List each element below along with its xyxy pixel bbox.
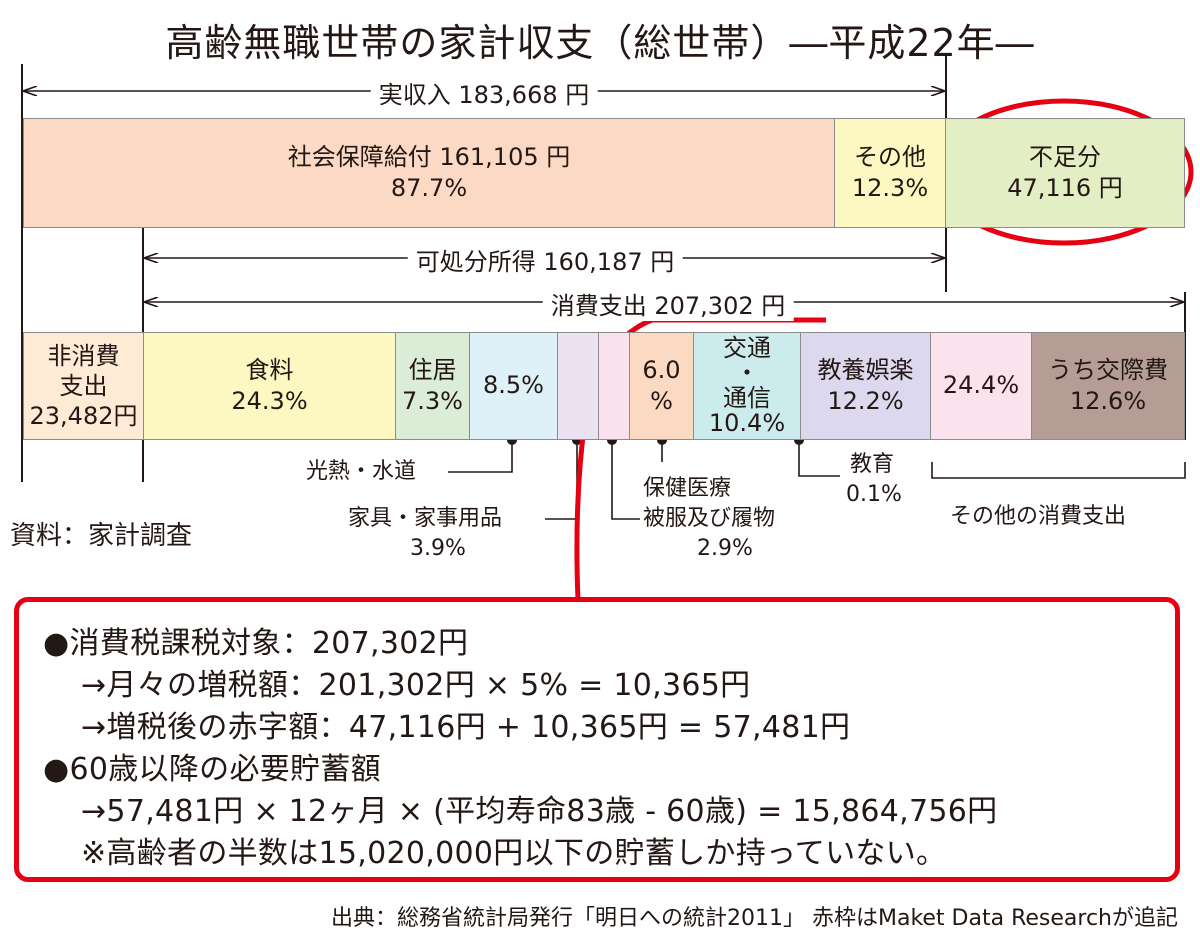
bracket-other — [931, 462, 1186, 479]
callout-box: ●消費税課税対象：207,302円 →月々の増税額：201,302円 × 5% … — [14, 597, 1180, 882]
bar-utilities-pct: 8.5% — [483, 371, 544, 400]
bar-other-consumption-pct: 24.4% — [942, 371, 1020, 400]
leader-kagu — [545, 440, 578, 520]
bar-transport-l2: ・ — [735, 358, 759, 387]
chart-title: 高齢無職世帯の家計収支（総世帯）―平成22年― — [165, 21, 1035, 65]
bar-recreation: 教養娯楽 12.2% — [800, 332, 931, 440]
bar-food-pct: 24.3% — [231, 387, 308, 415]
bar-non-consumption-l1: 非消費 — [47, 342, 120, 370]
annot-medical: 保健医療 — [643, 476, 732, 501]
leader-kounetsu — [448, 440, 513, 473]
bar-clothing — [598, 332, 630, 440]
data-source: 資料：家計調査 — [10, 521, 193, 551]
bar-social-security-pct: 87.7% — [390, 174, 468, 202]
annot-furniture-pct: 3.9% — [410, 536, 466, 561]
bar-recreation-label: 教養娯楽 — [817, 355, 914, 384]
bar-shortfall-value: 47,116 円 — [1007, 174, 1123, 202]
callout-line-3: →増税後の赤字額：47,116円 + 10,365円 = 57,481円 — [81, 710, 851, 745]
bar-housing: 住居 7.3% — [395, 332, 470, 440]
bar-income-other-pct: 12.3% — [851, 174, 929, 202]
bar-housing-pct: 7.3% — [402, 387, 463, 415]
bar-medical-pct: 6.0 — [642, 355, 681, 384]
bar-other-consumption: 24.4% — [930, 332, 1032, 440]
bar-social-expenses-pct: 12.6% — [1069, 387, 1147, 415]
leader-kyoiku — [798, 440, 840, 477]
bar-furniture — [557, 332, 599, 440]
annot-furniture: 家具・家事用品 — [348, 506, 503, 531]
annot-utilities: 光熱・水道 — [306, 459, 417, 484]
bar-social-expenses-label: うち交際費 — [1048, 355, 1168, 384]
callout-line-2: →月々の増税額：201,302円 × 5% = 10,365円 — [81, 668, 751, 703]
bar-transport: 交通 ・ 通信 10.4% — [693, 332, 801, 440]
bar-income-other-label: その他 — [854, 142, 926, 171]
bar-housing-label: 住居 — [408, 355, 457, 384]
income-total-label: 実収入 183,668 円 — [370, 75, 598, 110]
bar-medical: 6.0 % — [629, 332, 694, 440]
annot-clothing: 被服及び履物 — [643, 506, 776, 531]
bar-income-other: その他 12.3% — [834, 118, 946, 228]
bar-social-security-label: 社会保障給付 161,105 円 — [287, 142, 571, 171]
callout-line-1: ●消費税課税対象：207,302円 — [43, 626, 469, 661]
callout-line-6: ※高齢者の半数は15,020,000円以下の貯蓄しか持っていない。 — [81, 836, 947, 871]
bar-shortfall-label: 不足分 — [1029, 142, 1101, 171]
annot-clothing-pct: 2.9% — [697, 536, 753, 561]
bar-non-consumption-l2: 支出 — [59, 372, 108, 400]
bar-recreation-pct: 12.2% — [827, 387, 904, 415]
bar-utilities: 8.5% — [469, 332, 558, 440]
bar-transport-l3: 通信 — [723, 384, 771, 412]
callout-line-4: ●60歳以降の必要貯蓄額 — [43, 752, 381, 787]
bar-shortfall: 不足分 47,116 円 — [945, 118, 1185, 228]
leader-hifuku — [611, 440, 640, 520]
disposable-income-label: 可処分所得 160,187 円 — [407, 242, 683, 277]
bar-food-label: 食料 — [245, 355, 294, 384]
credit-note: 出典：総務省統計局発行「明日への統計2011」 赤枠はMaket Data Re… — [331, 906, 1178, 931]
bar-food: 食料 24.3% — [143, 332, 396, 440]
annot-other-consumption: その他の消費支出 — [950, 504, 1127, 529]
annot-education: 教育 — [850, 452, 895, 477]
bar-non-consumption-value: 23,482円 — [29, 402, 138, 430]
bar-medical-pct-sign: % — [650, 387, 673, 415]
bar-non-consumption: 非消費 支出 23,482円 — [23, 332, 144, 440]
consumption-total-label: 消費支出 207,302 円 — [542, 286, 794, 321]
annot-education-pct: 0.1% — [846, 482, 902, 507]
callout-line-5: →57,481円 × 12ヶ月 × (平均寿命83歳 - 60歳) = 15,8… — [81, 794, 998, 829]
bar-transport-pct: 10.4% — [708, 409, 786, 438]
bar-social-security: 社会保障給付 161,105 円 87.7% — [23, 118, 835, 228]
bar-social-expenses: うち交際費 12.6% — [1031, 332, 1185, 440]
bar-transport-l1: 交通 — [723, 333, 771, 362]
